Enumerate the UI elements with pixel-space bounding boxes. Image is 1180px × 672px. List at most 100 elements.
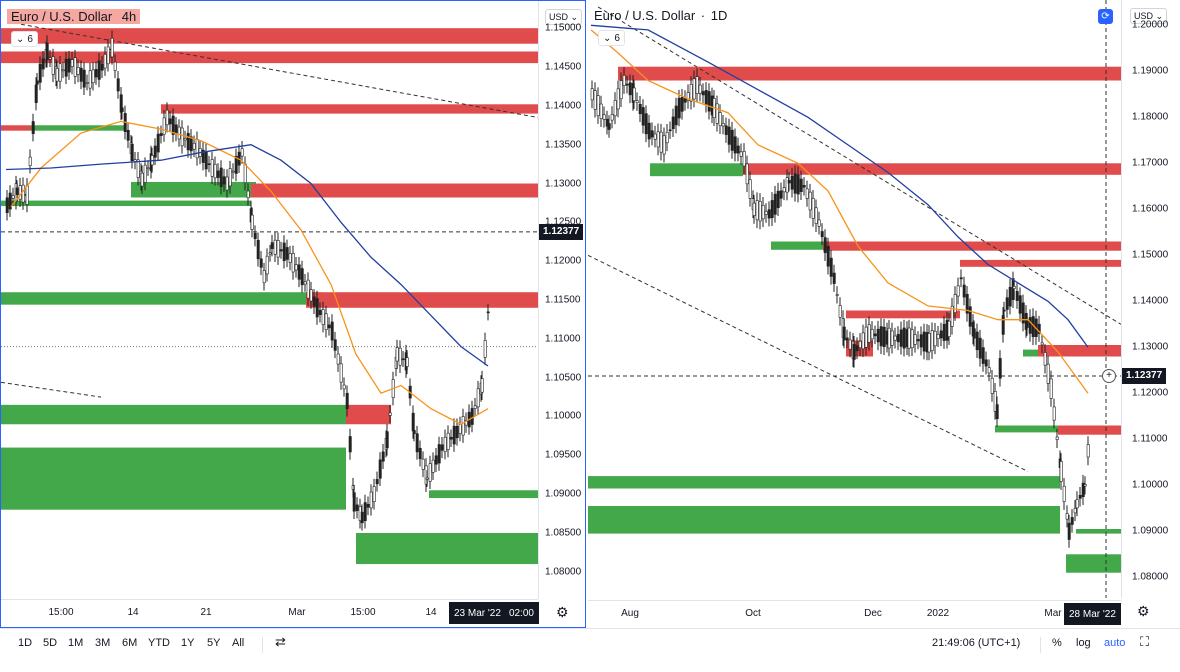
candle-body (953, 294, 957, 313)
candle-body (259, 258, 263, 268)
percent-toggle[interactable]: % (1052, 637, 1062, 649)
candle-body (231, 170, 235, 173)
clock-display[interactable]: 21:49:06 (UTC+1) (932, 637, 1021, 649)
timeframe-1y-button[interactable]: 1Y (181, 637, 195, 649)
candle-body (671, 116, 675, 130)
price-tick: 1.08000 (545, 566, 582, 578)
candle-body (947, 320, 951, 337)
candle-body (312, 296, 316, 307)
timeframe-5y-button[interactable]: 5Y (207, 637, 221, 649)
candle-body (793, 173, 797, 194)
time-axis-4h[interactable]: 15:00 14 21 Mar 15:00 14 23 Mar '22 02:00 (1, 599, 539, 627)
time-tick: Dec (864, 608, 882, 619)
legend-1d[interactable]: Euro / U.S. Dollar · 1D (594, 8, 728, 23)
candle-body (421, 458, 425, 470)
candle-body (446, 432, 450, 450)
candle-body (378, 459, 382, 479)
timeframe-3m-button[interactable]: 3M (95, 637, 111, 649)
price-tick: 1.17000 (1132, 157, 1169, 169)
candle-body (270, 242, 274, 249)
price-tick: 1.18000 (1132, 111, 1169, 123)
candle-body (635, 100, 639, 103)
auto-toggle[interactable]: auto (1104, 637, 1126, 649)
candle-body (262, 270, 266, 284)
candle-body (234, 155, 238, 174)
currency-select[interactable]: USD ⌄ (1130, 8, 1168, 24)
log-toggle[interactable]: log (1076, 637, 1091, 649)
legend-4h[interactable]: Euro / U.S. Dollar 4h (7, 9, 141, 24)
candle-body (363, 502, 367, 522)
candle-body (1008, 286, 1012, 307)
candle-body (41, 58, 45, 70)
candle-body (1052, 406, 1056, 421)
candle-body (437, 444, 441, 464)
currency-select[interactable]: USD ⌄ (545, 9, 583, 25)
price-tick: 1.14000 (1132, 295, 1169, 307)
timeframe-6m-button[interactable]: 6M (122, 637, 138, 649)
candle-body (748, 179, 752, 199)
candle-body (256, 239, 260, 260)
candle-body (153, 145, 157, 158)
timeframe-1d-button[interactable]: 1D (18, 637, 33, 649)
zone-demand (1066, 554, 1121, 573)
candle-body (1005, 297, 1009, 310)
candle-body (156, 133, 160, 153)
interval-label: 1D (710, 8, 728, 23)
candle-body (120, 107, 124, 112)
timeframe-1m-button[interactable]: 1M (68, 637, 84, 649)
zone-demand (1023, 349, 1038, 357)
cursor-date-label: 23 Mar '22 02:00 (449, 602, 539, 624)
zone-supply (618, 66, 1121, 81)
candle-body (665, 131, 669, 144)
price-scale-4h[interactable]: USD ⌄ 1.15000 1.14500 1.14000 1.13500 1.1300… (538, 1, 586, 599)
indicators-toggle[interactable]: ⌄ 6 (598, 30, 625, 46)
plot-area-4h[interactable] (1, 1, 538, 599)
candle-body (736, 145, 740, 154)
settings-gear-icon[interactable]: ⚙ (556, 604, 569, 620)
indicators-toggle[interactable]: ⌄ 6 (11, 31, 38, 47)
candle-body (896, 334, 900, 343)
candle-body (864, 326, 868, 348)
price-tick: 1.10000 (545, 410, 582, 422)
date-range-icon[interactable]: ⇄ (275, 634, 286, 649)
fullscreen-icon[interactable]: ⛶ (1140, 634, 1150, 649)
time-tick: 15:00 (48, 607, 74, 618)
timeframe-ytd-button[interactable]: YTD (148, 637, 170, 649)
price-scale-1d[interactable]: USD ⌄ 1.20000 1.19000 1.18000 1.17000 1.1600… (1121, 0, 1180, 598)
time-axis-1d[interactable]: Aug Oct Dec 2022 Mar 28 Mar '22 (588, 600, 1121, 628)
time-tick: 15:00 (350, 607, 376, 618)
settings-gear-icon[interactable]: ⚙ (1137, 603, 1150, 619)
candle-body (628, 82, 632, 96)
price-tick: 1.08000 (1132, 571, 1169, 583)
candle-body (956, 285, 960, 297)
candle-body (61, 69, 65, 72)
candle-body (927, 333, 931, 353)
candle-body (715, 103, 719, 124)
candle-body (15, 187, 19, 195)
price-tick: 1.09000 (545, 488, 582, 500)
add-alert-icon[interactable]: + (1102, 369, 1116, 383)
candle-body (38, 63, 42, 83)
symbol-title: Euro / U.S. Dollar (594, 8, 696, 23)
candle-body (674, 105, 678, 126)
timeframe-5d-button[interactable]: 5D (43, 637, 58, 649)
price-tick: 1.13500 (545, 139, 582, 151)
candle-body (100, 63, 104, 71)
sync-icon[interactable]: ⟳ (1098, 9, 1113, 24)
ema-slow-line (5, 144, 489, 367)
candle-body (779, 190, 783, 199)
candle-body (610, 114, 614, 121)
candle-body (796, 174, 800, 195)
chart-pane-4h[interactable]: Euro / U.S. Dollar 4h ⌄ 6 USD ⌄ 1.15000 1… (0, 0, 586, 628)
timeframe-all-button[interactable]: All (232, 637, 245, 649)
price-tick: 1.11000 (545, 333, 581, 345)
candle-body (1025, 320, 1029, 328)
price-tick: 1.16000 (1132, 203, 1169, 215)
candle-body (366, 503, 370, 508)
symbol-title: Euro / U.S. Dollar (11, 9, 113, 24)
candle-body (959, 277, 963, 280)
plot-area-1d[interactable] (588, 0, 1121, 598)
chart-pane-1d[interactable]: Euro / U.S. Dollar · 1D ⌄ 6 ⟳ + USD ⌄ 1.… (588, 0, 1180, 628)
candle-body (110, 38, 114, 58)
candle-body (1062, 485, 1066, 502)
